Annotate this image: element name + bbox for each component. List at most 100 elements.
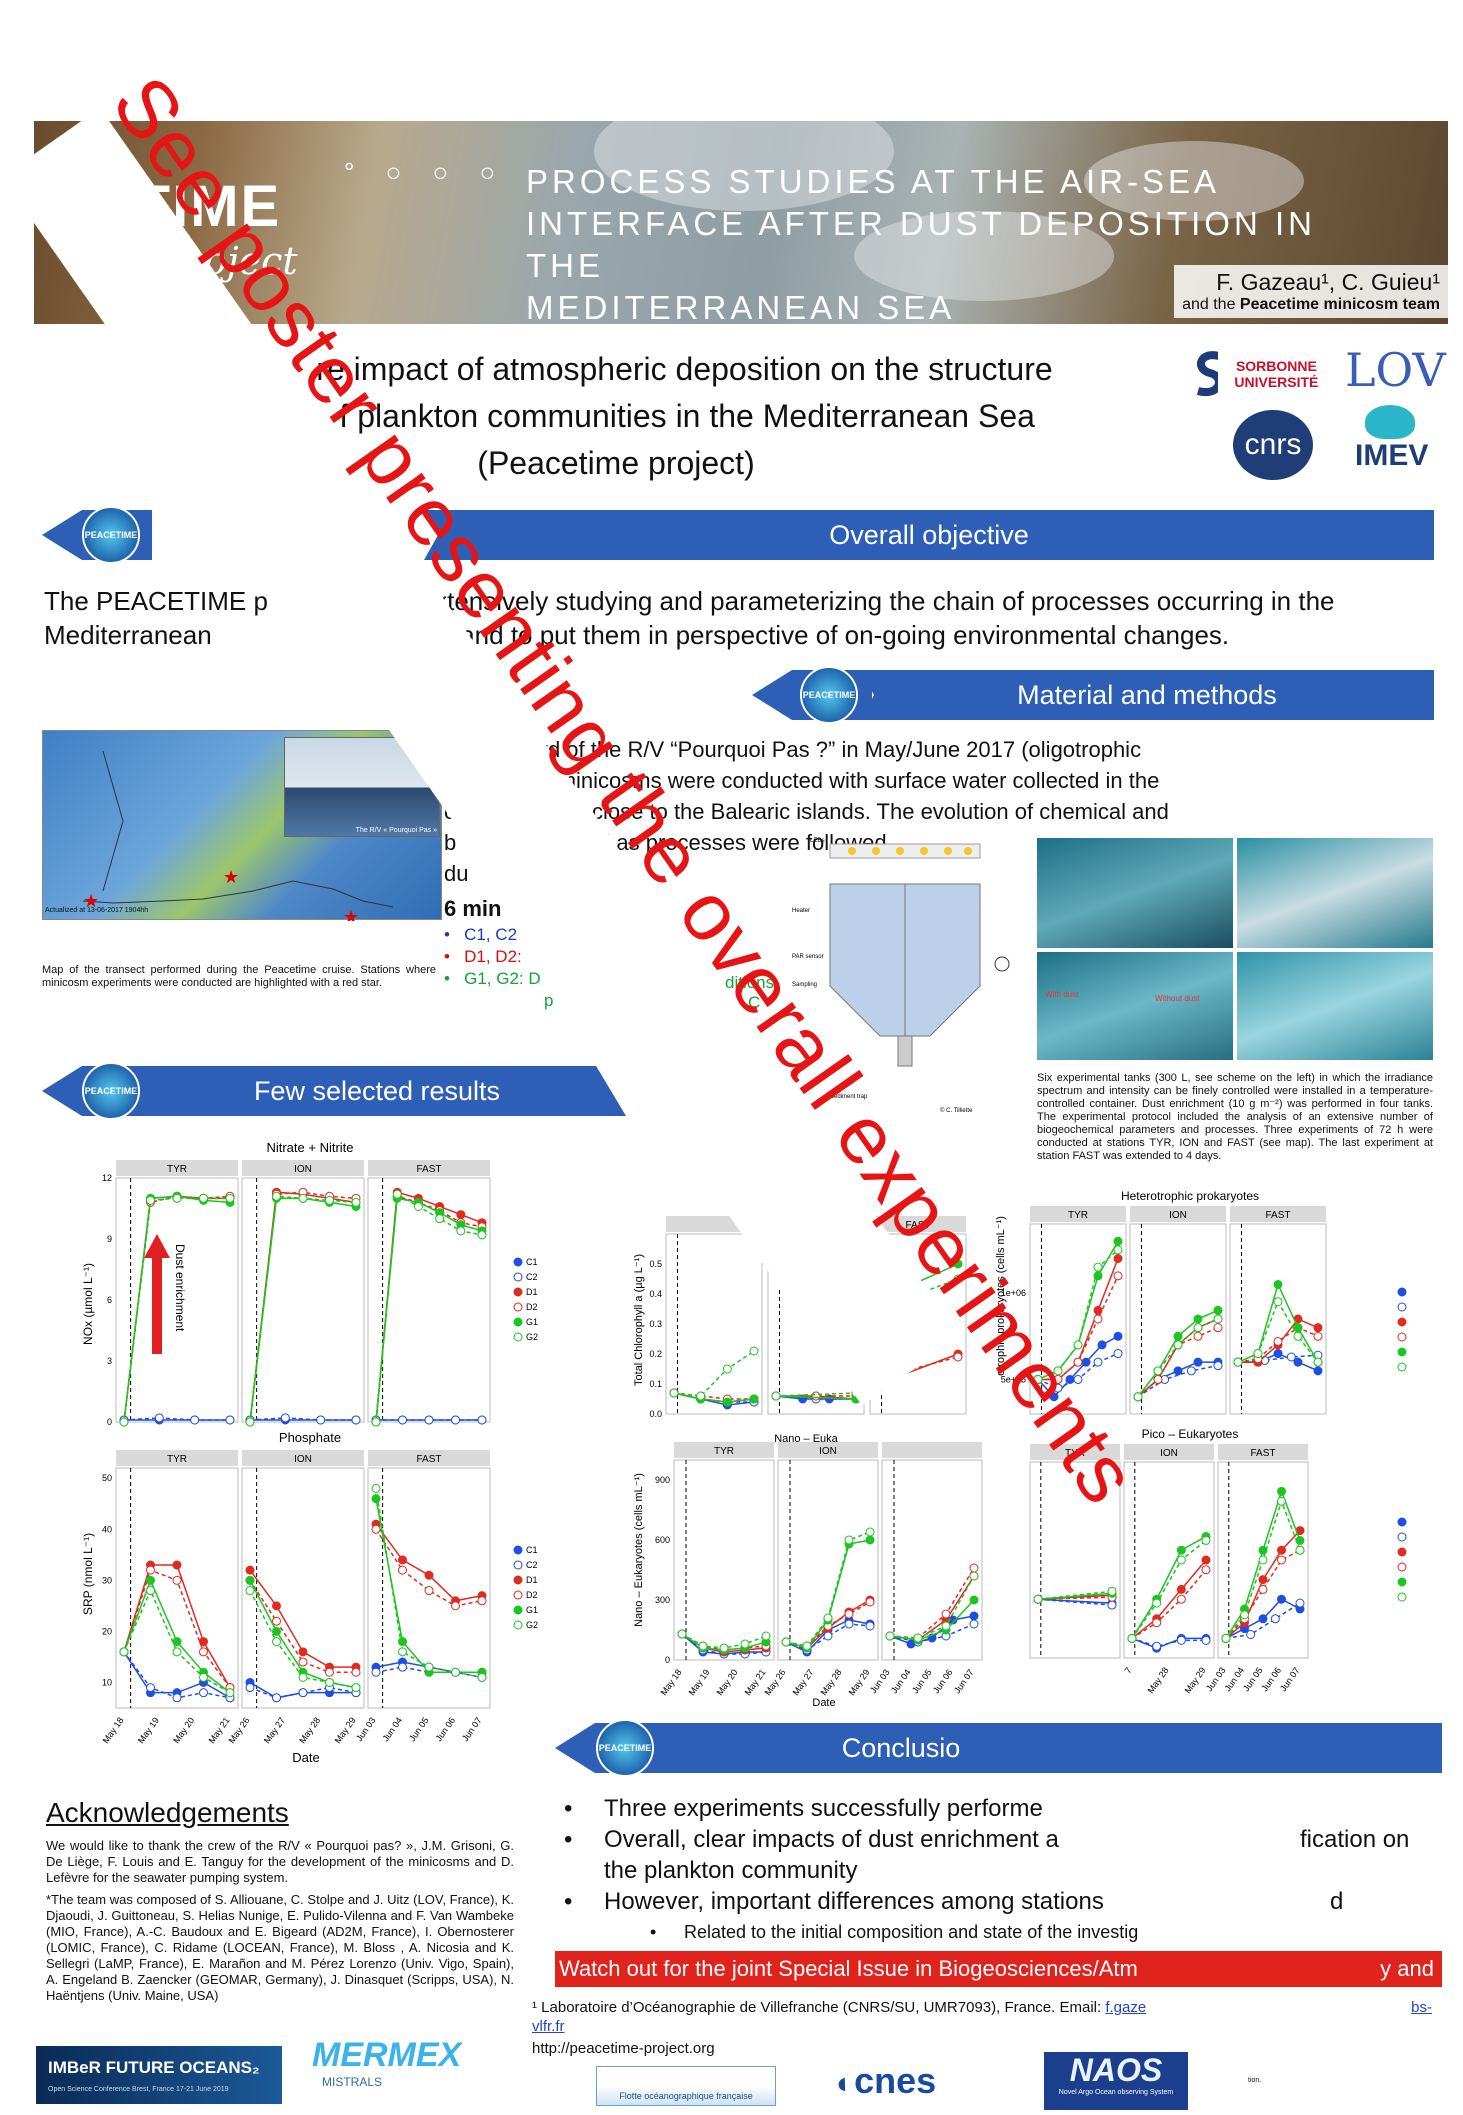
legend-marker [513, 1560, 523, 1570]
data-point [1113, 1331, 1123, 1341]
data-point [1277, 1594, 1286, 1604]
series-line-c2 [1237, 1354, 1319, 1363]
data-point [245, 1417, 255, 1427]
facet-strip [368, 1450, 490, 1466]
affiliation: ¹ Laboratoire d’Océanographie de Villefr… [532, 1999, 1432, 2035]
data-point [172, 1575, 182, 1585]
x-tick-label: Jun 07 [1278, 1665, 1302, 1693]
data-point [1113, 1349, 1123, 1359]
facet-label: FAST [416, 1164, 441, 1175]
objective-text: The PEACETIME p extensively studying and… [44, 586, 1342, 650]
data-point [1221, 1633, 1231, 1643]
facet-label: FAST [1250, 1448, 1275, 1459]
series-line-c2 [249, 1686, 357, 1699]
methods-conditions: ditions [725, 973, 775, 992]
data-point [225, 1415, 235, 1425]
data-point [413, 1201, 423, 1211]
section-title: Overall objective [829, 519, 1029, 550]
x-tick-label: May 18 [101, 1715, 126, 1745]
data-point [749, 1394, 759, 1404]
naos-logo: NAOS Novel Argo Ocean observing System [1044, 2052, 1188, 2110]
data-point [1213, 1314, 1223, 1324]
tank-scheme: LEDs Heater PAR sensor Sampling Sediment… [792, 838, 1010, 1114]
data-point [477, 1596, 487, 1606]
data-point [1113, 1271, 1123, 1281]
team-credit: and the Peacetime minicosm team [1182, 296, 1440, 314]
email-link-end[interactable]: bs- [1411, 1999, 1432, 2016]
facet-strip [242, 1450, 364, 1466]
station-star-icon: ★ [223, 867, 239, 887]
data-point [325, 1195, 334, 1205]
section-title: Material and methods [1017, 679, 1277, 710]
data-point [1073, 1374, 1083, 1384]
facet-label: FAST [416, 1454, 441, 1465]
y-tick-label: 0.1 [649, 1379, 662, 1389]
y-tick-label: 1e+06 [1001, 1288, 1026, 1298]
email-link-domain[interactable]: vlfr.fr [532, 2018, 565, 2035]
chart-title: Pico – Eukaryotes [1142, 1427, 1239, 1441]
data-point [272, 1637, 281, 1647]
banner-title-line: MEDITERRANEAN SEA [526, 289, 956, 324]
data-point [1258, 1545, 1268, 1555]
email-link[interactable]: f.gaze [1105, 1999, 1147, 2016]
data-point [913, 1633, 923, 1643]
facet-strip [116, 1160, 238, 1176]
footer-fragment: tion. [1248, 2077, 1262, 2084]
x-tick-label: May 28 [297, 1715, 322, 1745]
series-line-d2 [1237, 1326, 1319, 1363]
y-tick-label: 20 [102, 1626, 112, 1636]
data-point [1293, 1331, 1303, 1341]
data-point [823, 1613, 833, 1623]
y-tick-label: 600 [655, 1535, 670, 1545]
data-point [199, 1672, 208, 1682]
legend-label: C2 [526, 1560, 538, 1570]
data-point [1277, 1496, 1286, 1506]
y-tick-label: 3 [107, 1356, 112, 1366]
x-tick-label: May 28 [1146, 1665, 1171, 1695]
nano-eukaryotes-chart: Nano – Euka Nano – Eukaryotes (cells mL⁻… [633, 1433, 983, 1709]
x-tick-label: Jun 07 [952, 1667, 976, 1695]
data-point [371, 1524, 381, 1534]
facet-strip [674, 1442, 774, 1458]
imber-logo: IMBeR FUTURE OCEANS₂ Open Science Confer… [36, 2046, 282, 2104]
data-point [199, 1637, 208, 1647]
peacetime-badge: PEACETIME [596, 1719, 654, 1777]
title-line: (Peacetime project) [477, 445, 755, 481]
tank-photos: With dust Without dust [1037, 838, 1433, 1060]
data-point [146, 1683, 155, 1693]
x-tick-label: May 29 [1183, 1665, 1208, 1695]
website-link[interactable]: http://peacetime-project.org [532, 2040, 715, 2057]
data-point [477, 1415, 487, 1425]
data-point [325, 1677, 334, 1687]
data-point [435, 1214, 445, 1224]
pico-eukaryotes-chart: Pico – Eukaryotes TYR ION 7 May 28 May 29 FAS… [1029, 1427, 1407, 1695]
y-tick-label: 50 [102, 1473, 112, 1483]
series-line-d2 [1225, 1549, 1301, 1639]
data-point [1033, 1374, 1043, 1384]
y-tick-label: 30 [102, 1575, 112, 1585]
facet-strip [1124, 1444, 1214, 1460]
data-point [1053, 1374, 1063, 1384]
data-point [1295, 1545, 1305, 1555]
chart-title: Nitrate + Nitrite [266, 1140, 353, 1155]
data-point [1093, 1262, 1103, 1272]
data-point [398, 1565, 407, 1575]
data-point [298, 1672, 308, 1682]
data-point [245, 1586, 255, 1596]
nitrate-chart: Nitrate + Nitrite NOx (µmol L⁻¹) TYR ION F… [81, 1140, 538, 1427]
cnes-logo: ◐cnes [836, 2060, 936, 2102]
data-point [1313, 1366, 1323, 1376]
conclusion-item: However, important differences among sta… [560, 1886, 1440, 1917]
data-point [392, 1189, 402, 1199]
methods-bullet: • D1, D2: [444, 947, 522, 966]
data-point [1133, 1392, 1143, 1402]
legend-marker [513, 1302, 523, 1312]
facet-label: TYR [167, 1164, 187, 1175]
photo: With dust Without dust [1037, 952, 1233, 1060]
data-point [398, 1662, 407, 1672]
data-point [885, 1631, 895, 1641]
data-point [1286, 1352, 1296, 1362]
series-line-g2 [123, 1197, 230, 1423]
data-point [398, 1647, 407, 1657]
dust-arrow-shaft [152, 1254, 162, 1354]
